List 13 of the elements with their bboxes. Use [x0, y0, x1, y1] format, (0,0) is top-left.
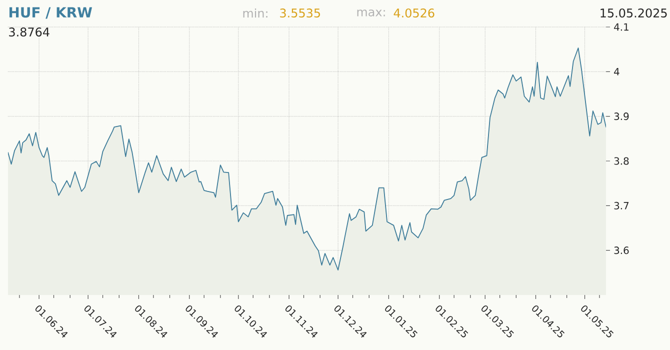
text: 15.05.2025 [600, 8, 667, 18]
y-tick-label: 4 [614, 68, 620, 76]
text: max: [357, 10, 385, 16]
y-tick-label: 3.6 [614, 246, 629, 254]
y-tick-label: 4.1 [614, 23, 628, 31]
text: min: [243, 8, 268, 18]
annotation: 3.8764 [9, 27, 50, 37]
text: 4.0526 [394, 8, 434, 18]
y-tick-label: 3.7 [614, 202, 629, 210]
y-tick-label: 3.9 [614, 112, 629, 120]
y-tick-label: 3.8 [614, 157, 629, 165]
text: 3.5535 [280, 8, 320, 18]
chart-title: HUF / KRW [9, 7, 92, 19]
